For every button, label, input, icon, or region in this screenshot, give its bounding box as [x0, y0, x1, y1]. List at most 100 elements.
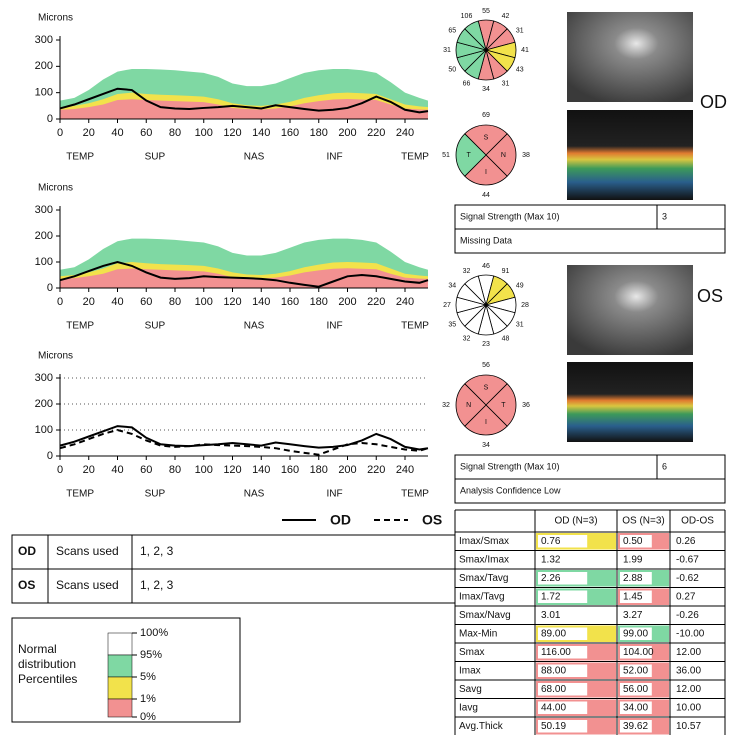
- x-tick-label: 100: [195, 127, 213, 139]
- table-cell: 1, 2, 3: [140, 578, 174, 592]
- table-cell: 39.62: [623, 721, 648, 732]
- quadrant-label: I: [485, 169, 487, 176]
- row-label: Smax/Imax: [459, 554, 509, 565]
- x-tick-label: 20: [83, 296, 95, 308]
- table-cell: 2.26: [541, 573, 561, 584]
- table-cell: 89.00: [541, 628, 566, 639]
- clock-value: 27: [443, 302, 451, 309]
- table-cell: 1.45: [623, 591, 643, 602]
- oct-image: [567, 110, 693, 200]
- table-cell: 56.00: [623, 684, 648, 695]
- signal-note: Analysis Confidence Low: [460, 485, 561, 495]
- row-label: Iavg: [459, 702, 478, 713]
- table-cell: 1.99: [623, 554, 643, 565]
- legend-title: Normal: [18, 642, 57, 656]
- clock-value: 35: [448, 321, 456, 328]
- clock-value: 32: [463, 336, 471, 343]
- table-cell: 50.19: [541, 721, 566, 732]
- row-label: Max-Min: [459, 628, 497, 639]
- y-tick-label: 200: [35, 60, 53, 72]
- legend-swatch: [108, 699, 132, 717]
- report: Microns010020030002040608010012014016018…: [0, 0, 742, 735]
- region-label: TEMP: [401, 489, 429, 500]
- table-cell: Scans used: [56, 578, 119, 592]
- legend-swatch: [108, 633, 132, 655]
- region-label: TEMP: [401, 152, 429, 163]
- quadrant-value: 56: [482, 362, 490, 369]
- clock-value: 91: [502, 268, 510, 275]
- oct-image: [567, 362, 693, 442]
- x-tick-label: 40: [111, 464, 123, 476]
- x-tick-label: 180: [310, 464, 328, 476]
- y-tick-label: 0: [47, 450, 53, 462]
- clock-value: 50: [448, 66, 456, 73]
- x-tick-label: 220: [367, 296, 385, 308]
- table-cell: 0.27: [676, 591, 696, 602]
- legend-level: 0%: [140, 711, 156, 723]
- legend-level: 100%: [140, 627, 168, 639]
- quadrant-label: N: [501, 152, 506, 159]
- y-tick-label: 100: [35, 424, 53, 436]
- row-label: Smax/Tavg: [459, 573, 508, 584]
- x-tick-label: 240: [396, 296, 414, 308]
- table-cell: 10.00: [676, 702, 701, 713]
- quadrant-value: 38: [522, 152, 530, 159]
- x-tick-label: 220: [367, 464, 385, 476]
- legend-title: distribution: [18, 657, 76, 671]
- x-tick-label: 80: [169, 127, 181, 139]
- legend-level: 5%: [140, 671, 156, 683]
- table-cell: 88.00: [541, 665, 566, 676]
- row-label: Imax/Tavg: [459, 591, 505, 602]
- table-cell: 10.57: [676, 721, 701, 732]
- legend-level: 95%: [140, 649, 162, 661]
- quadrant-value: 34: [482, 442, 490, 449]
- legend-swatch: [108, 677, 132, 699]
- clock-value: 34: [482, 86, 490, 93]
- x-tick-label: 100: [195, 464, 213, 476]
- table-cell: 0.26: [676, 536, 696, 547]
- clock-value: 31: [516, 27, 524, 34]
- table-cell: 34.00: [623, 702, 648, 713]
- clock-value: 49: [516, 282, 524, 289]
- y-tick-label: 300: [35, 204, 53, 216]
- x-tick-label: 100: [195, 296, 213, 308]
- x-tick-label: 40: [111, 127, 123, 139]
- clock-value: 106: [461, 13, 473, 20]
- quadrant-value: 44: [482, 192, 490, 199]
- table-cell: -10.00: [676, 628, 705, 639]
- row-label: Savg: [459, 684, 482, 695]
- quadrant-label: T: [501, 402, 506, 409]
- row-label: Imax: [459, 665, 481, 676]
- clock-value: 28: [521, 302, 529, 309]
- legend-level: 1%: [140, 693, 156, 705]
- table-header: OD (N=3): [554, 516, 597, 527]
- x-tick-label: 80: [169, 296, 181, 308]
- y-tick-label: 200: [35, 230, 53, 242]
- eye-label: OD: [700, 92, 727, 112]
- x-tick-label: 60: [140, 464, 152, 476]
- x-tick-label: 0: [57, 296, 63, 308]
- clock-value: 31: [516, 321, 524, 328]
- table-cell: -0.67: [676, 554, 699, 565]
- clock-value: 43: [516, 66, 524, 73]
- table-cell: 68.00: [541, 684, 566, 695]
- clock-value: 34: [448, 282, 456, 289]
- quadrant-label: T: [466, 152, 471, 159]
- legend-label: OD: [330, 512, 351, 528]
- table-cell: 44.00: [541, 702, 566, 713]
- region-label: NAS: [244, 152, 265, 163]
- y-tick-label: 0: [47, 282, 53, 294]
- region-label: TEMP: [66, 152, 94, 163]
- quadrant-label: N: [466, 402, 471, 409]
- x-tick-label: 200: [338, 464, 356, 476]
- x-tick-label: 140: [252, 296, 270, 308]
- y-tick-label: 100: [35, 256, 53, 268]
- region-label: TEMP: [66, 489, 94, 500]
- x-tick-label: 120: [223, 127, 241, 139]
- x-tick-label: 0: [57, 127, 63, 139]
- table-cell: 116.00: [541, 647, 571, 658]
- table-cell: 12.00: [676, 684, 701, 695]
- region-label: SUP: [145, 152, 166, 163]
- row-label: Imax/Smax: [459, 536, 509, 547]
- x-tick-label: 220: [367, 127, 385, 139]
